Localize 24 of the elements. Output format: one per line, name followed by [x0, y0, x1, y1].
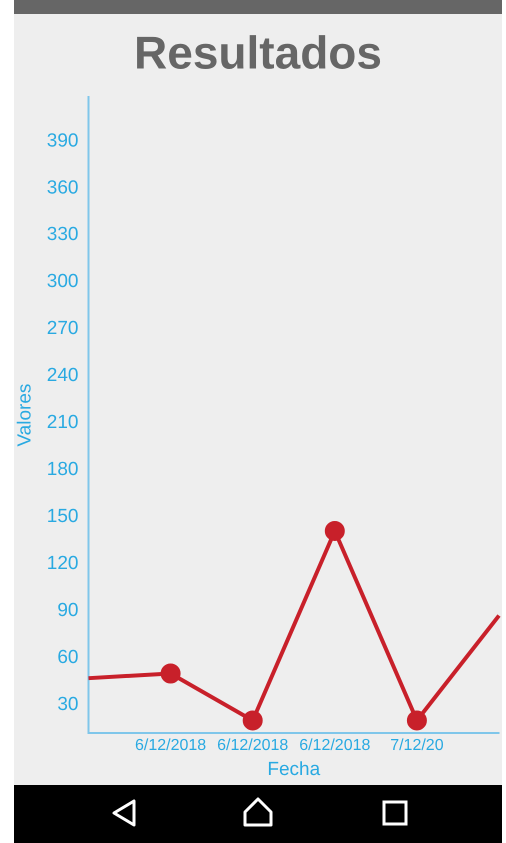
- point: [160, 663, 181, 684]
- y-tick-label: 180: [46, 459, 78, 480]
- y-axis-title: Valores: [14, 384, 36, 447]
- y-tick-label: 60: [57, 647, 78, 668]
- y-tick-label: 270: [46, 318, 78, 340]
- x-tick-label: 6/12/2018: [299, 737, 370, 754]
- y-tick-label: 300: [46, 271, 78, 292]
- y-tick-label: 30: [57, 694, 78, 716]
- y-tick-label: 120: [46, 553, 78, 574]
- y-tick-label: 240: [46, 365, 78, 386]
- chart-title: Resultados: [134, 26, 382, 78]
- y-tick-label: 360: [46, 177, 78, 198]
- y-tick-label: 150: [46, 506, 78, 528]
- y-tick-label: 330: [46, 224, 78, 246]
- x-tick-label: 7/12/20: [390, 737, 444, 754]
- point: [406, 710, 427, 730]
- x-axis-title: Fecha: [267, 758, 321, 780]
- y-tick-label: 210: [46, 412, 78, 434]
- x-tick-label: 6/12/2018: [135, 737, 206, 754]
- y-tick-label: 90: [57, 600, 78, 622]
- point: [324, 520, 345, 541]
- point: [242, 710, 263, 730]
- y-tick-label: 390: [46, 130, 78, 152]
- x-tick-label: 6/12/2018: [217, 737, 288, 754]
